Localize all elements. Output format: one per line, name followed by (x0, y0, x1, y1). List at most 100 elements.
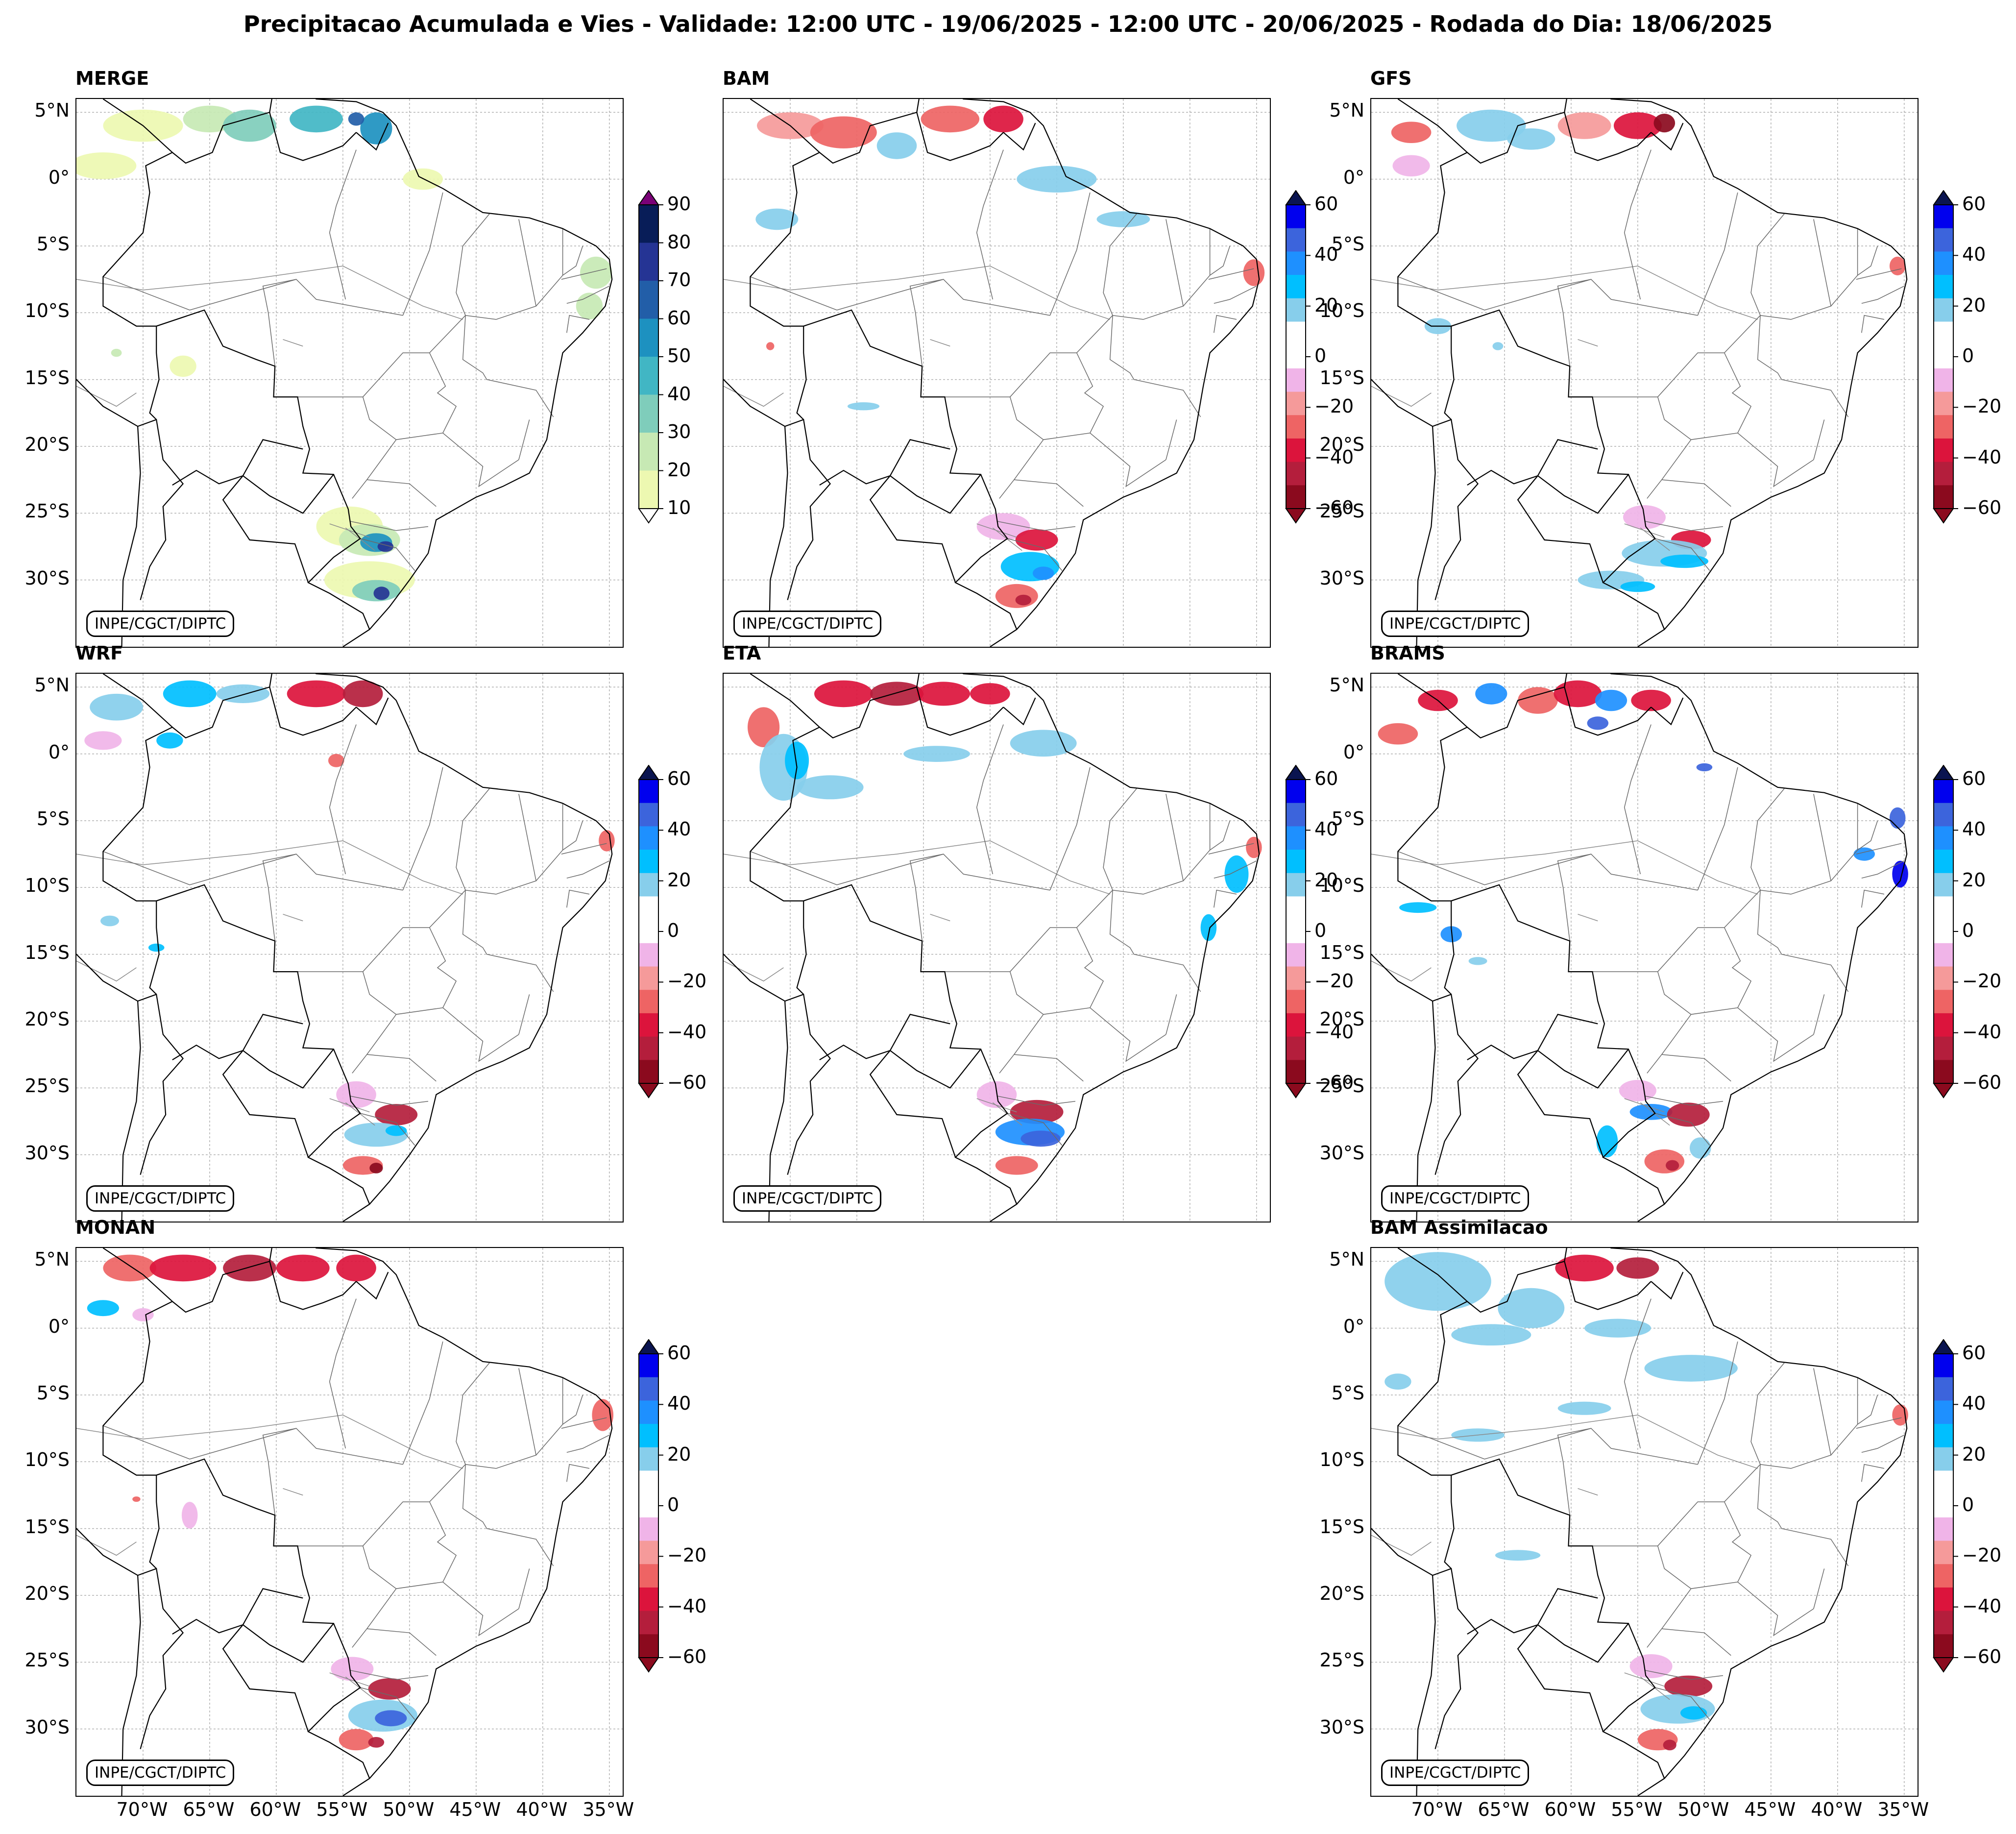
country-border-line (149, 326, 160, 420)
lat-tick-label: 15°S (24, 941, 70, 963)
state-border-line (1861, 889, 1885, 908)
field-patch (369, 1163, 383, 1174)
country-border-line (102, 1248, 370, 1779)
lon-tick-label: 55°W (1611, 1799, 1663, 1820)
field-patch (368, 1678, 411, 1700)
map-area[interactable]: INPE/CGCT/DIPTC (1370, 98, 1919, 648)
colorbar-segment (1286, 1036, 1306, 1060)
state-border-line (1557, 1428, 1591, 1516)
state-border-line (1109, 890, 1201, 992)
colorbar-segment (1934, 462, 1953, 486)
country-borders (724, 99, 1260, 647)
state-border-line (1009, 927, 1104, 1015)
map-panel-eta: ETA INPE/CGCT/DIPTC 60 40 20 0 −20 −40 −60 (723, 642, 1396, 1250)
colorbar-segment (1286, 966, 1306, 990)
river-line (992, 527, 1022, 551)
state-border-line (103, 1425, 403, 1465)
state-border-line (566, 315, 590, 333)
country-border-line (356, 697, 389, 726)
colorbar-segment (639, 1060, 658, 1084)
state-border-line (1090, 433, 1166, 488)
colorbar-tick-label: 80 (667, 231, 691, 253)
lat-tick-label: 15°S (24, 1516, 70, 1538)
lon-tick-label: 60°W (1544, 1799, 1596, 1820)
state-border-line (1076, 788, 1137, 928)
country-borders (1371, 99, 1908, 647)
colorbar-segment (1286, 391, 1306, 416)
country-border-line (819, 674, 920, 739)
state-border-line (262, 1428, 296, 1516)
field-patch (111, 348, 122, 357)
country-border-line (356, 1272, 389, 1300)
colorbar-segment (1934, 1377, 1953, 1401)
country-border-line (102, 99, 370, 630)
lat-tick-label: 0° (1343, 166, 1364, 188)
field-patch (290, 105, 343, 133)
lon-tick-label: 65°W (183, 1799, 235, 1820)
state-border-line (1210, 245, 1231, 276)
country-border-line (1432, 1567, 1479, 1749)
state-borders (1398, 1298, 1905, 1720)
river-line (1640, 1676, 1670, 1700)
field-shading (755, 105, 1265, 608)
field-patch (748, 707, 780, 747)
lat-tick-label: 25°S (24, 500, 70, 522)
colorbar-segment (639, 357, 658, 395)
map-area[interactable]: INPE/CGCT/DIPTC (1370, 1247, 1919, 1797)
colorbar-tick-label: 0 (1962, 920, 1974, 941)
country-border-line (1564, 687, 1652, 736)
country-border-line (1537, 1014, 1629, 1089)
lon-tick-label: 70°W (116, 1799, 168, 1820)
river-line (283, 339, 303, 347)
map-area[interactable]: INPE/CGCT/DIPTC (75, 1247, 624, 1797)
state-border-line (1760, 219, 1832, 320)
field-patch (368, 1737, 385, 1748)
field-patch (148, 943, 165, 952)
field-patch (1644, 1149, 1685, 1174)
country-border-line (1537, 439, 1629, 514)
state-borders (103, 149, 610, 571)
map-area[interactable]: INPE/CGCT/DIPTC (1370, 673, 1919, 1223)
map-canvas (724, 674, 1270, 1222)
colorbar-tick-label: 70 (667, 269, 691, 291)
map-area[interactable]: INPE/CGCT/DIPTC (723, 673, 1271, 1223)
state-border-line (1856, 843, 1902, 855)
map-area[interactable]: INPE/CGCT/DIPTC (723, 98, 1271, 648)
colorbar-tick-label: −60 (1314, 497, 1354, 518)
field-patch (1243, 259, 1265, 286)
field-patch (287, 680, 346, 708)
state-border-line (1644, 1095, 1724, 1106)
colorbar-tick-label: −40 (1962, 446, 2002, 468)
state-border-line (518, 994, 530, 1035)
atlantic-coastline (1610, 1248, 1908, 1796)
pacific-coastline (76, 954, 141, 1222)
map-area[interactable]: INPE/CGCT/DIPTC (75, 98, 624, 648)
state-border-line (1655, 1113, 1710, 1146)
lat-tick-label: 30°S (24, 1716, 70, 1738)
colorbar-segment (639, 205, 658, 244)
river-line (1578, 914, 1598, 922)
colorbar-segment (639, 1424, 658, 1448)
colorbar-segment (1286, 321, 1306, 345)
colorbar-segment (1934, 1424, 1953, 1448)
field-patch (1596, 1125, 1618, 1158)
colorbar-segment (1934, 826, 1953, 850)
map-area[interactable]: INPE/CGCT/DIPTC (75, 673, 624, 1223)
colorbar-segment (639, 920, 658, 944)
atlantic-coastline (962, 674, 1260, 1222)
pacific-coastline (1371, 1528, 1436, 1796)
colorbar-tick-label: −40 (1962, 1021, 2002, 1043)
colorbar-segment (1934, 345, 1953, 369)
field-patch (1629, 1104, 1673, 1120)
colorbar-segment (639, 1447, 658, 1471)
state-border-line (360, 1687, 415, 1720)
country-border-line (1517, 1624, 1604, 1732)
state-border-line (535, 1377, 563, 1456)
country-border-line (869, 475, 956, 583)
lat-tick-label: 10°S (24, 875, 70, 897)
field-patch (576, 293, 603, 319)
field-patch (1015, 594, 1032, 606)
state-border-line (1109, 315, 1201, 417)
river-line (345, 1676, 375, 1700)
colorbar-segment (639, 470, 658, 509)
